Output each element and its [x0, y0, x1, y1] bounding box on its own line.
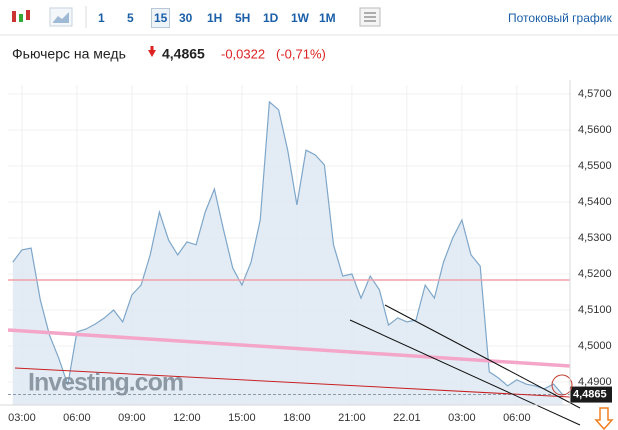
y-tick-label: 4,5300 [578, 232, 612, 244]
y-tick-label: 4,5400 [578, 196, 612, 208]
current-price-box [570, 386, 612, 403]
plot: 4,4900 4,5000 4,5100 4,5200 4,5300 4,5400 4,55… [8, 85, 612, 424]
x-tick-label: 06:00 [503, 412, 531, 424]
scroll-arrow[interactable] [594, 407, 614, 430]
price: 4,4865 [162, 46, 205, 62]
y-tick-label: 4,4900 [578, 376, 612, 388]
candle-icon-part [26, 10, 30, 20]
x-tick-label: 09:00 [118, 412, 146, 424]
table-icon-lines [364, 12, 376, 22]
candle-icon[interactable] [12, 11, 16, 22]
instrument-name: Фьючерс на медь [12, 46, 126, 62]
streaming-link[interactable]: Потоковый график [508, 11, 612, 25]
interval-button[interactable]: 1M [319, 11, 336, 25]
price-line [12, 100, 564, 395]
x-tick-label: 06:00 [63, 412, 91, 424]
y-tick-label: 4,5500 [578, 160, 612, 172]
interval-button[interactable]: 1 [98, 11, 105, 25]
y-tick-label: 4,5200 [578, 268, 612, 280]
down-arrow [148, 46, 156, 57]
area-icon-shape [53, 12, 69, 23]
x-tick-label: 03:00 [8, 412, 36, 424]
drawn-channel [384, 304, 581, 409]
interval-button[interactable]: 1W [291, 11, 309, 25]
x-tick-label: 12:00 [173, 412, 201, 424]
drawn-channel [349, 319, 581, 426]
x-tick-label: 21:00 [338, 412, 366, 424]
interval-button[interactable]: 5 [127, 11, 134, 25]
drawn-trendline [14, 367, 571, 398]
change: -0,0322 [221, 46, 265, 61]
drawn-trendline [7, 328, 571, 368]
interval-button[interactable]: 5H [235, 11, 251, 25]
current-price-label: 4,4865 [573, 388, 607, 400]
x-tick-label: 22.01 [393, 412, 421, 424]
x-tick-label: 18:00 [283, 412, 311, 424]
toolbar-icons [0, 6, 618, 36]
drawn-circle [551, 374, 573, 396]
watermark: Investing.com [28, 369, 183, 397]
y-tick-label: 4,5000 [578, 340, 612, 352]
interval-button[interactable]: 15 [151, 8, 171, 28]
drawings [7, 279, 581, 426]
x-tick-label: 15:00 [228, 412, 256, 424]
area-fill [12, 101, 563, 406]
interval-button[interactable]: 30 [179, 11, 193, 25]
y-tick-label: 4,5700 [578, 88, 612, 100]
y-tick-label: 4,5100 [578, 304, 612, 316]
interval-button[interactable]: 1H [207, 11, 223, 25]
interval-button[interactable]: 1D [263, 11, 279, 25]
x-tick-label: 03:00 [448, 412, 476, 424]
candle-icon-part [19, 14, 23, 22]
change-pct: (-0,71%) [276, 46, 326, 61]
y-tick-label: 4,5600 [578, 124, 612, 136]
